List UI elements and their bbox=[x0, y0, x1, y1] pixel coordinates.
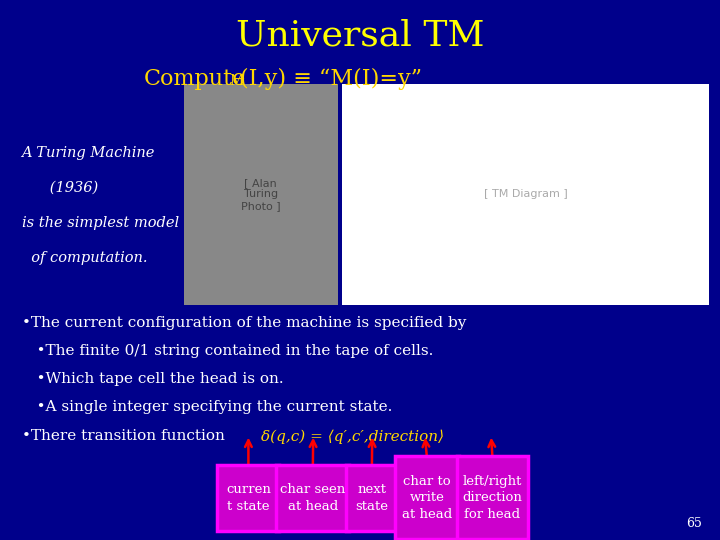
Text: of computation.: of computation. bbox=[22, 251, 147, 265]
FancyBboxPatch shape bbox=[457, 456, 528, 539]
FancyBboxPatch shape bbox=[346, 465, 397, 531]
Text: char to
write
at head: char to write at head bbox=[402, 475, 452, 521]
Text: 65: 65 bbox=[686, 517, 702, 530]
Text: (1936): (1936) bbox=[22, 181, 98, 195]
Bar bbox=[184, 84, 338, 305]
Text: Compute: Compute bbox=[144, 68, 246, 90]
FancyBboxPatch shape bbox=[276, 465, 349, 531]
Bar bbox=[342, 84, 709, 305]
Text: A Turing Machine: A Turing Machine bbox=[22, 146, 155, 160]
Text: is the simplest model: is the simplest model bbox=[22, 216, 179, 230]
Text: M: M bbox=[229, 74, 243, 88]
Text: •The finite 0/1 string contained in the tape of cells.: •The finite 0/1 string contained in the … bbox=[22, 344, 433, 358]
FancyBboxPatch shape bbox=[395, 456, 459, 539]
FancyBboxPatch shape bbox=[217, 465, 279, 531]
Text: •There transition function: •There transition function bbox=[22, 429, 230, 443]
Text: (I,y) ≡ “M(I)=y”: (I,y) ≡ “M(I)=y” bbox=[240, 68, 422, 90]
Text: char seen
at head: char seen at head bbox=[280, 483, 346, 513]
Text: •Which tape cell the head is on.: •Which tape cell the head is on. bbox=[22, 372, 283, 386]
Text: [ Alan
Turing
Photo ]: [ Alan Turing Photo ] bbox=[240, 178, 281, 211]
Text: •A single integer specifying the current state.: •A single integer specifying the current… bbox=[22, 400, 392, 414]
Text: •The current configuration of the machine is specified by: •The current configuration of the machin… bbox=[22, 316, 466, 330]
Text: next
state: next state bbox=[356, 483, 388, 513]
Text: left/right
direction
for head: left/right direction for head bbox=[462, 475, 523, 521]
Text: δ(q,c) = ⟨q′,c′,direction⟩: δ(q,c) = ⟨q′,c′,direction⟩ bbox=[261, 429, 444, 444]
Text: curren
t state: curren t state bbox=[226, 483, 271, 513]
Text: [ TM Diagram ]: [ TM Diagram ] bbox=[484, 190, 567, 199]
Text: Universal TM: Universal TM bbox=[235, 19, 485, 53]
